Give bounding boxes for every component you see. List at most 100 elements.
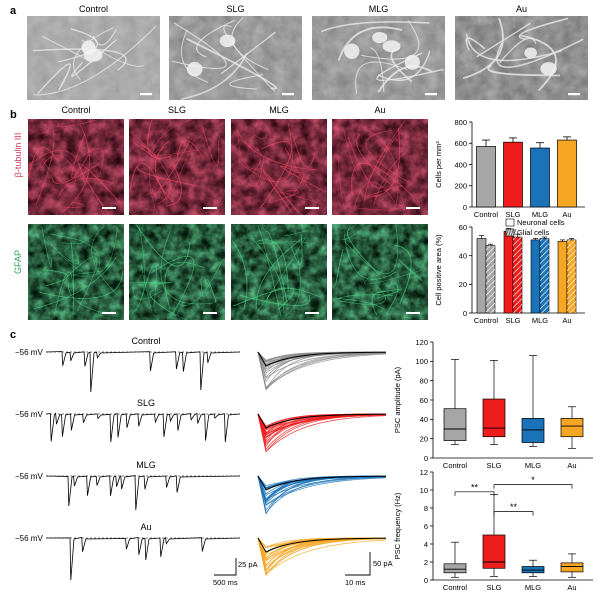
panel-letter-b: b xyxy=(10,109,17,121)
y-tick-label: 400 xyxy=(454,160,467,169)
sem-image-au xyxy=(455,16,588,100)
x-tick-label: Control xyxy=(474,210,499,219)
x-tick-label: SLG xyxy=(486,583,501,592)
panel-letter-a: a xyxy=(10,5,17,17)
legend-label: Glial cells xyxy=(517,228,549,237)
raw-trace-mlg xyxy=(45,475,241,511)
sem-title-au: Au xyxy=(516,4,527,14)
bar-hatch xyxy=(540,238,549,313)
trace-title-control: Control xyxy=(131,336,160,346)
row-label-gfap: GFAP xyxy=(13,250,23,274)
box-slg xyxy=(482,398,506,438)
box-slg xyxy=(482,534,506,569)
x-tick-label: SLG xyxy=(505,210,520,219)
y-tick-label: 6 xyxy=(424,522,428,531)
x-tick-label: MLG xyxy=(532,316,548,325)
bar-au xyxy=(557,139,577,208)
voltage-label: −56 mV xyxy=(15,410,43,419)
gfap-image-slg xyxy=(129,224,225,320)
y-tick-label: 100 xyxy=(415,357,428,366)
raw-trace-au xyxy=(45,536,241,581)
panel-letter-c: c xyxy=(10,329,16,341)
bar-au-neuronal xyxy=(557,241,568,314)
bar-slg-neuronal xyxy=(503,231,514,314)
panel-c-traces: Control −56 mV SLG −56 mV MLG −56 mV Au −56 mV 2… xyxy=(15,336,393,587)
y-tick-label: 20 xyxy=(459,280,467,289)
gfap-image-au xyxy=(332,224,428,320)
chart-psc-frequency: 0 2 4 6 8 10 12 PSC frequency (Hz) Control SLG MLG… xyxy=(393,468,593,592)
panel-a-sem-images: Control SLG MLG Au xyxy=(27,4,588,100)
raw-trace-control xyxy=(45,351,241,393)
fluo-title-au: Au xyxy=(374,105,385,115)
scale-time: 500 ms xyxy=(213,578,238,587)
significance-label: * xyxy=(531,475,535,485)
y-tick-label: 200 xyxy=(454,182,467,191)
x-tick-label: Control xyxy=(443,583,468,592)
fluo-title-mlg: MLG xyxy=(269,105,289,115)
bar-hatch xyxy=(513,237,522,313)
significance-bracket: ** xyxy=(493,502,534,516)
sem-image-control xyxy=(27,16,160,100)
significance-label: ** xyxy=(510,502,518,512)
x-tick-label: SLG xyxy=(486,461,501,470)
gfap-image-control xyxy=(28,224,124,320)
y-tick-label: 40 xyxy=(420,415,428,424)
sem-title-mlg: MLG xyxy=(369,4,389,14)
bar-mlg-neuronal xyxy=(530,239,541,314)
significance-label: ** xyxy=(471,482,479,492)
trace-title-mlg: MLG xyxy=(136,460,156,470)
sem-image-slg xyxy=(169,16,302,100)
chart-psc-amplitude: 0 20 40 60 80 100 120 PSC amplitude (pA) Control… xyxy=(393,338,593,470)
mean-trace xyxy=(257,413,387,429)
trace-title-slg: SLG xyxy=(137,398,155,408)
avg-psc-au xyxy=(257,537,387,577)
x-tick-label: Au xyxy=(567,583,576,592)
y-tick-label: 0 xyxy=(463,309,467,318)
y-tick-label: 60 xyxy=(459,223,467,232)
scale-avg-amplitude: 50 pA xyxy=(373,559,393,568)
y-tick-label: 0 xyxy=(424,576,428,585)
chart-cell-positive-area: 0 20 40 60 Cell positive area (%) Control SLG M… xyxy=(434,218,585,325)
y-tick-label: 40 xyxy=(459,251,467,260)
mean-trace xyxy=(257,351,387,367)
y-axis-label: PSC frequency (Hz) xyxy=(393,492,402,559)
box-mlg xyxy=(521,418,545,443)
bar-control-neuronal xyxy=(476,238,487,314)
gfap-image-mlg xyxy=(231,224,327,320)
voltage-label: −56 mV xyxy=(15,472,43,481)
bar-hatch xyxy=(567,239,576,313)
row-label-tubulin: β-tubulin III xyxy=(13,133,23,178)
y-tick-label: 120 xyxy=(415,338,428,347)
y-tick-label: 80 xyxy=(420,376,428,385)
voltage-label: −56 mV xyxy=(15,348,43,357)
x-tick-label: Au xyxy=(562,316,571,325)
box-control xyxy=(443,563,467,574)
bar-mlg xyxy=(530,147,550,208)
avg-psc-mlg xyxy=(257,475,387,515)
x-tick-label: MLG xyxy=(525,583,541,592)
x-tick-label: Au xyxy=(562,210,571,219)
x-tick-label: Control xyxy=(443,461,468,470)
box-au xyxy=(560,418,584,438)
chart-cells-per-mm2: 0 200 400 600 800 Cells per mm² Control SLG MLG A… xyxy=(434,118,585,219)
trace-title-au: Au xyxy=(140,522,151,532)
y-tick-label: 2 xyxy=(424,558,428,567)
fluo-title-control: Control xyxy=(61,105,90,115)
y-axis-label: PSC amplitude (pA) xyxy=(393,366,402,433)
tubulin-image-au xyxy=(332,119,428,215)
x-tick-label: Au xyxy=(567,461,576,470)
y-tick-label: 8 xyxy=(424,504,428,513)
significance-bracket: * xyxy=(493,475,573,489)
scale-amplitude: 25 pA xyxy=(238,560,258,569)
legend-label: Neuronal cells xyxy=(517,218,565,227)
tubulin-image-mlg xyxy=(231,119,327,215)
sem-image-mlg xyxy=(312,16,445,100)
tubulin-image-control xyxy=(27,119,124,215)
y-tick-label: 10 xyxy=(420,486,428,495)
bar-control xyxy=(476,146,496,208)
tubulin-image-slg xyxy=(129,119,225,215)
scale-avg-time: 10 ms xyxy=(345,578,366,587)
y-tick-label: 60 xyxy=(420,396,428,405)
voltage-label: −56 mV xyxy=(15,534,43,543)
x-tick-label: Control xyxy=(474,316,499,325)
